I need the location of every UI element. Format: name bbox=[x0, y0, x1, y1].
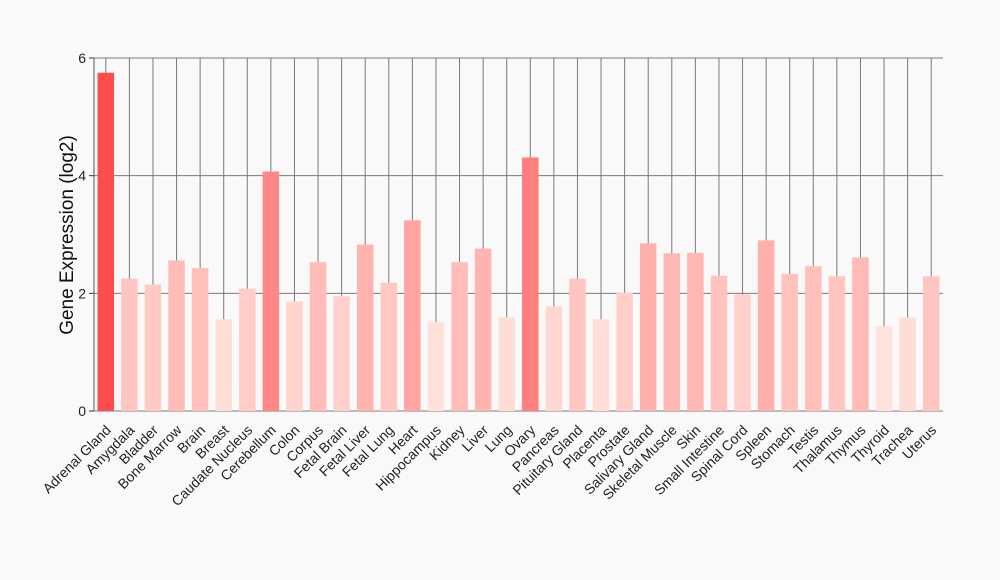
bar bbox=[757, 240, 775, 411]
y-tick-label: 4 bbox=[78, 168, 86, 184]
bar bbox=[498, 317, 515, 411]
bar bbox=[639, 243, 657, 411]
bar bbox=[97, 72, 115, 411]
bar-layer bbox=[97, 72, 940, 411]
bar bbox=[922, 276, 940, 411]
bar bbox=[592, 319, 610, 411]
y-tick-label: 6 bbox=[78, 50, 86, 66]
bar bbox=[663, 253, 681, 411]
bar bbox=[852, 257, 869, 411]
bar bbox=[356, 244, 374, 411]
bar bbox=[239, 288, 256, 411]
bar bbox=[781, 273, 798, 411]
bar bbox=[404, 220, 421, 411]
bar bbox=[333, 296, 350, 411]
bar bbox=[875, 326, 893, 411]
bar bbox=[687, 252, 704, 411]
bar bbox=[474, 248, 492, 411]
y-tick-label: 2 bbox=[78, 285, 86, 301]
bar bbox=[121, 278, 138, 411]
bar bbox=[380, 282, 398, 411]
bar bbox=[451, 262, 468, 411]
bar bbox=[191, 268, 209, 411]
bar bbox=[215, 319, 232, 411]
bar bbox=[309, 262, 327, 411]
bar bbox=[286, 301, 303, 411]
bar bbox=[899, 317, 916, 411]
bar bbox=[522, 157, 539, 411]
bar bbox=[427, 322, 445, 411]
y-tick-label: 0 bbox=[78, 403, 86, 419]
bar bbox=[545, 306, 563, 411]
y-axis-title: Gene Expression (log2) bbox=[57, 135, 78, 335]
bar bbox=[262, 171, 280, 411]
bar bbox=[616, 292, 633, 411]
bar bbox=[144, 284, 162, 411]
bar bbox=[828, 276, 846, 411]
bar bbox=[569, 278, 586, 411]
bar bbox=[734, 294, 751, 411]
bar bbox=[168, 260, 185, 411]
bar bbox=[710, 275, 728, 411]
bar bbox=[805, 266, 822, 411]
